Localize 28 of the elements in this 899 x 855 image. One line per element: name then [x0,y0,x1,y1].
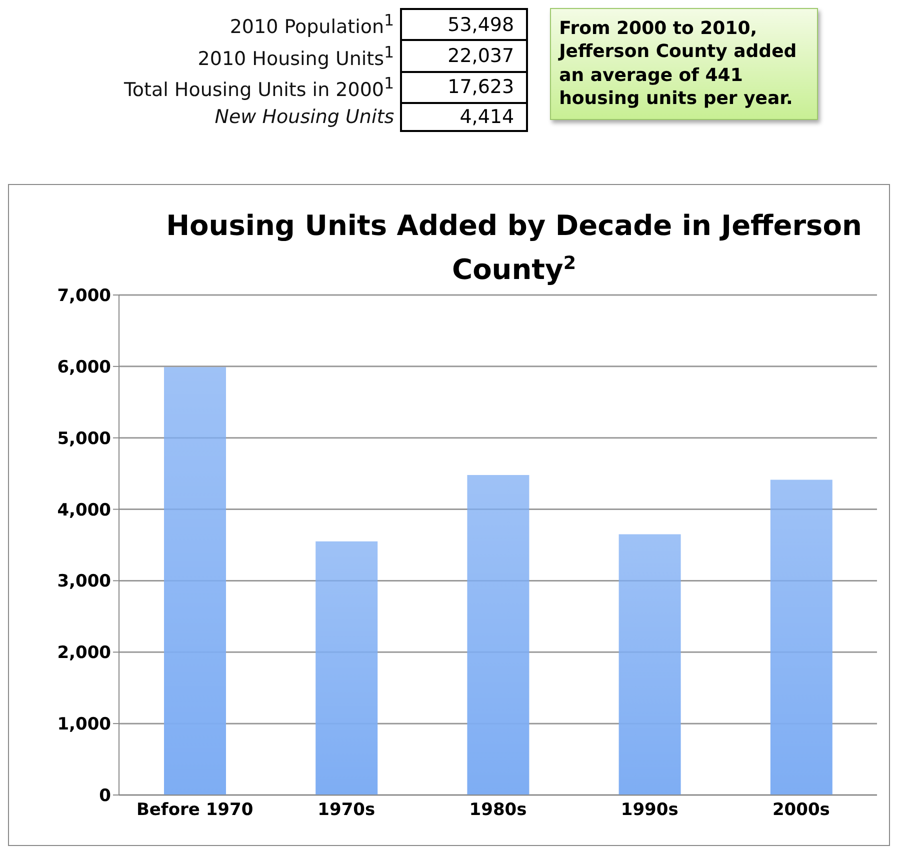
chart-title: Housing Units Added by Decade in Jefferson County$^{2}$ [166,209,862,286]
text: Total Housing Units in 2000$^{1}$ [124,74,394,101]
text: 4,414 [460,106,514,128]
y-tick-label: 4,000 [57,500,112,520]
x-tick-label: 1990s [620,800,678,820]
bar [618,534,681,795]
y-tick-label: 3,000 [57,572,112,592]
y-tick-label: 5,000 [57,428,112,449]
text: 53,498 [448,14,514,36]
text: 2010 Population$^{1}$ [230,11,394,38]
x-tick-label: 1970s [318,800,376,820]
text: From 2000 to 2010, Jefferson County added an average of 441 housing units per year. [559,18,797,110]
y-tick-label: 6,000 [57,357,112,378]
y-tick-label: 0 [99,786,112,806]
text: New Housing Units [214,106,394,128]
bar [770,480,832,795]
y-tick-label: 7,000 [57,286,112,306]
bar [316,541,378,795]
x-tick-label: Before 1970 [136,800,254,820]
y-tick-label: 1,000 [57,714,112,735]
text: 22,037 [448,44,514,67]
text: 17,623 [448,76,514,98]
bar [164,367,226,795]
y-tick-label: 2,000 [57,643,112,664]
x-tick-label: 1980s [469,800,527,820]
bar [467,475,530,795]
x-tick-label: 2000s [772,800,830,820]
text: 2010 Housing Units$^{1}$ [198,42,394,70]
